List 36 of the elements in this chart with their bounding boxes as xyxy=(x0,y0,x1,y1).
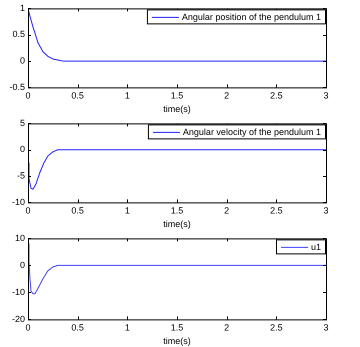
x-tick-label: 2 xyxy=(224,322,230,332)
x-tick-label: 1.5 xyxy=(170,205,184,216)
x-tick-label: 2.5 xyxy=(270,90,283,100)
y-tick-label: -0.5 xyxy=(9,82,25,92)
y-tick-label: 0 xyxy=(20,144,25,154)
legend-label: Angular position of the pendulum 1 xyxy=(182,12,322,22)
x-tick-label: 1.5 xyxy=(170,322,184,332)
y-tick-label: -20 xyxy=(12,314,25,324)
y-tick-label: -10 xyxy=(12,196,25,207)
x-tick-label: 0.5 xyxy=(71,322,84,332)
x-tick-label: 2.5 xyxy=(270,322,283,332)
y-tick-label: 0 xyxy=(20,260,25,270)
y-tick-label: 1 xyxy=(20,2,25,13)
legend-label: u1 xyxy=(310,242,322,252)
x-tick-label: 2 xyxy=(224,205,230,216)
y-tick-label: 0 xyxy=(20,56,25,66)
x-tick-label: 3 xyxy=(323,90,329,100)
x-tick-label: 1 xyxy=(124,322,130,332)
x-axis-title: time(s) xyxy=(163,336,191,346)
y-tick-label: -10 xyxy=(12,286,25,297)
x-axis-title: time(s) xyxy=(163,104,191,114)
x-tick-label: 1 xyxy=(124,205,130,216)
x-tick-label: 3 xyxy=(323,322,329,332)
y-tick-label: 5 xyxy=(20,118,25,128)
y-tick-label: 0.5 xyxy=(12,29,25,40)
y-tick-label: 10 xyxy=(14,232,25,243)
x-tick-label: 3 xyxy=(323,205,329,216)
x-tick-label: 0.5 xyxy=(71,205,84,216)
x-tick-label: 1 xyxy=(124,90,130,100)
x-tick-label: 2.5 xyxy=(270,205,283,216)
x-tick-label: 0.5 xyxy=(71,90,84,100)
x-tick-label: 2 xyxy=(224,90,230,100)
x-axis-title: time(s) xyxy=(163,219,191,230)
legend-label: Angular velocity of the pendulum 1 xyxy=(182,126,322,137)
y-tick-label: -5 xyxy=(16,170,25,181)
x-tick-label: 1.5 xyxy=(170,90,184,100)
